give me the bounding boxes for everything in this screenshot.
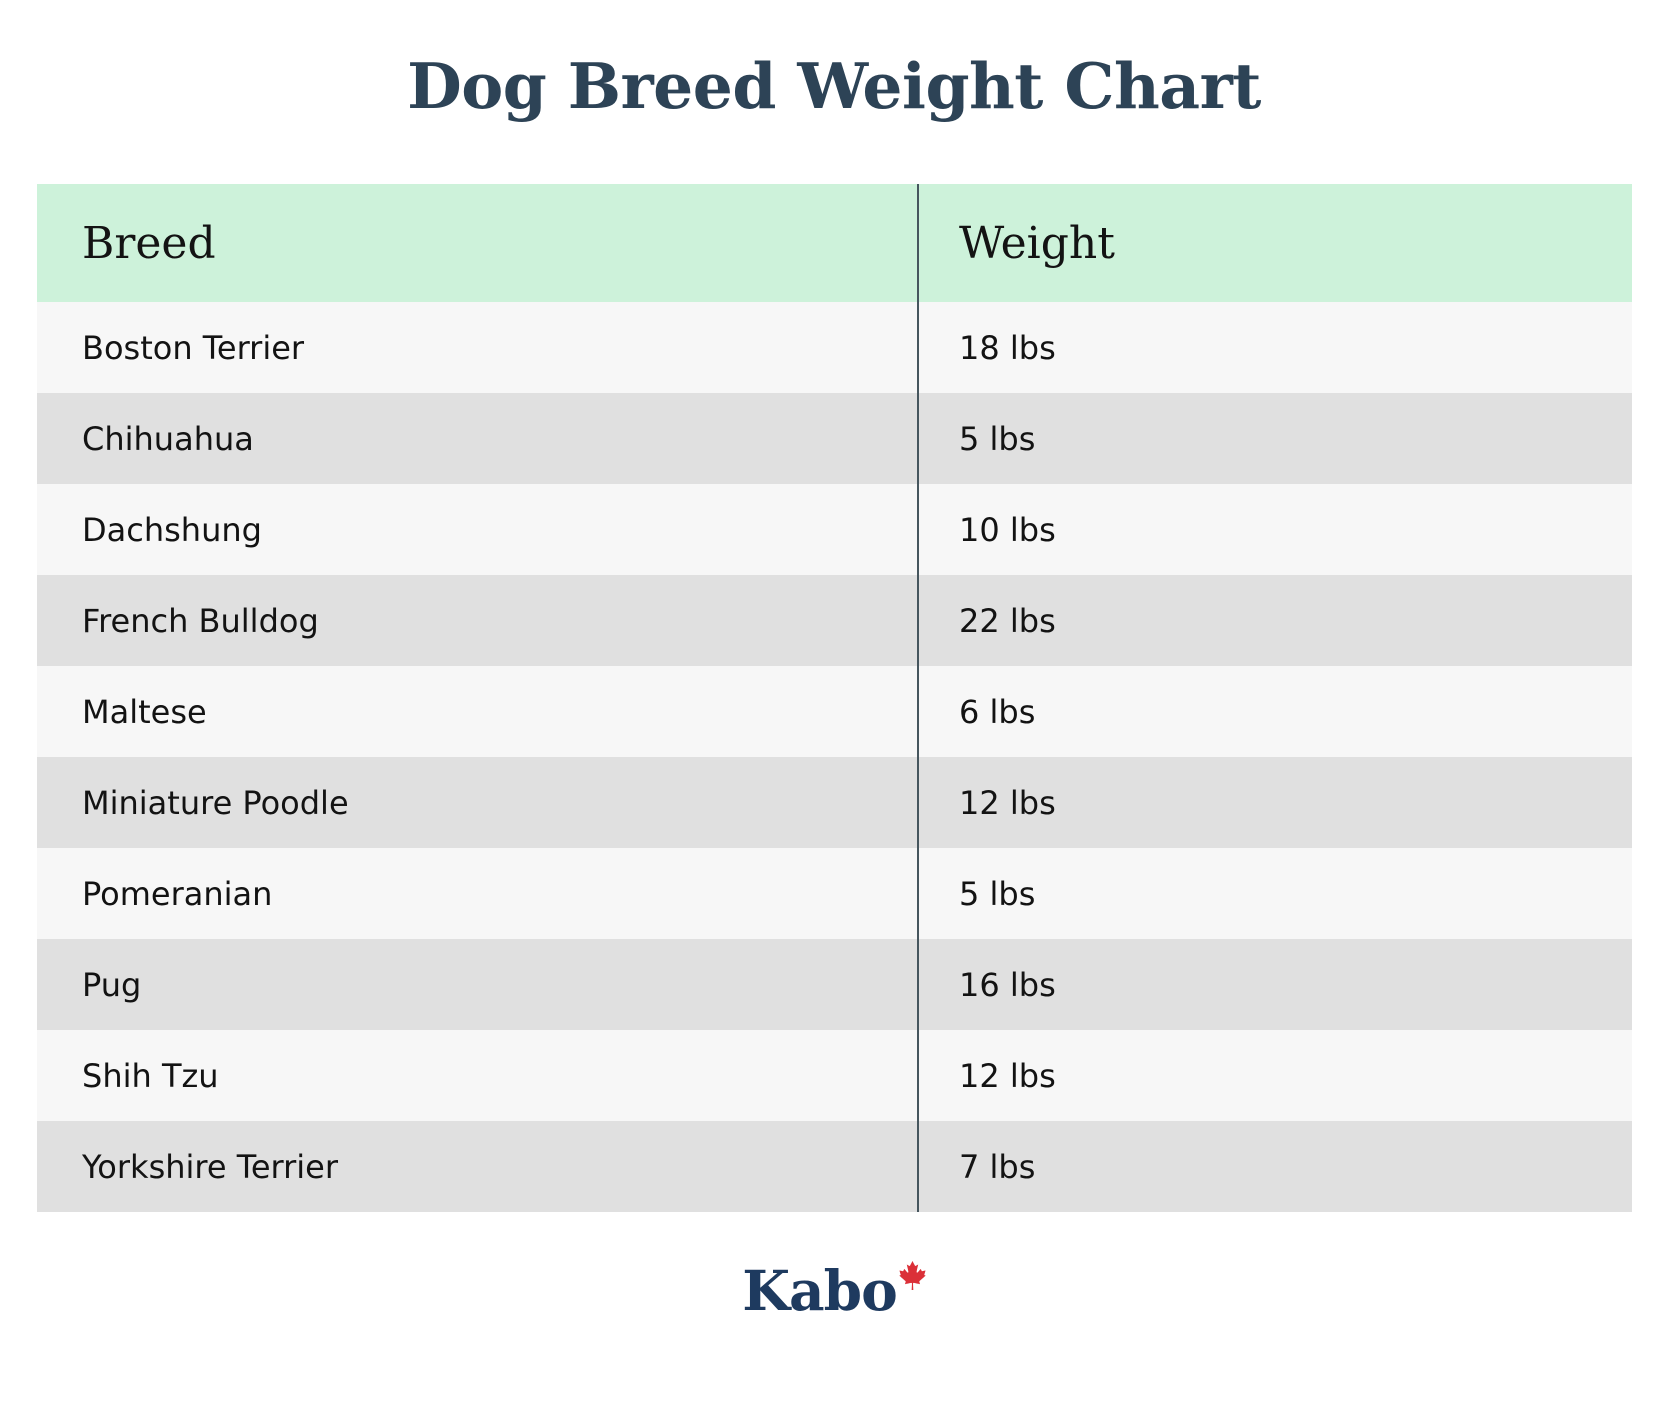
- weight-cell: 12 lbs: [917, 757, 1632, 849]
- page-title: Dog Breed Weight Chart: [407, 49, 1261, 123]
- breed-cell: Yorkshire Terrier: [82, 1147, 338, 1186]
- table-row: Chihuahua 5 lbs: [37, 393, 1632, 485]
- breed-cell: Shih Tzu: [82, 1056, 219, 1095]
- table-row: Dachshung 10 lbs: [37, 484, 1632, 576]
- table-row: Maltese 6 lbs: [37, 666, 1632, 758]
- weight-table: Breed Weight Boston Terrier 18 lbs Chihu…: [37, 184, 1632, 1213]
- breed-cell: Pomeranian: [82, 874, 273, 913]
- weight-cell: 6 lbs: [917, 666, 1632, 758]
- breed-cell: Dachshung: [82, 510, 262, 549]
- table-row: Yorkshire Terrier 7 lbs: [37, 1121, 1632, 1213]
- weight-cell: 5 lbs: [917, 848, 1632, 940]
- brand-name: Kabo: [742, 1258, 898, 1324]
- weight-cell: 5 lbs: [917, 393, 1632, 485]
- weight-cell: 7 lbs: [917, 1121, 1632, 1213]
- breed-cell: Boston Terrier: [82, 328, 305, 367]
- table-row: French Bulldog 22 lbs: [37, 575, 1632, 667]
- breed-cell: Maltese: [82, 692, 207, 731]
- weight-cell: 18 lbs: [917, 302, 1632, 394]
- maple-leaf-icon: [898, 1261, 927, 1291]
- breed-cell: Pug: [82, 965, 142, 1004]
- breed-cell: Miniature Poodle: [82, 783, 349, 822]
- table-row: Boston Terrier 18 lbs: [37, 302, 1632, 394]
- weight-cell: 22 lbs: [917, 575, 1632, 667]
- table-row: Pomeranian 5 lbs: [37, 848, 1632, 940]
- table-body: Boston Terrier 18 lbs Chihuahua 5 lbs Da…: [37, 302, 1632, 1213]
- weight-cell: 16 lbs: [917, 939, 1632, 1031]
- weight-cell: 12 lbs: [917, 1030, 1632, 1122]
- column-header-breed: Breed: [82, 217, 216, 269]
- column-header-weight: Weight: [917, 184, 1632, 303]
- breed-cell: Chihuahua: [82, 419, 254, 458]
- brand-logo: Kabo: [0, 1258, 1668, 1323]
- weight-cell: 10 lbs: [917, 484, 1632, 576]
- table-row: Shih Tzu 12 lbs: [37, 1030, 1632, 1122]
- table-row: Pug 16 lbs: [37, 939, 1632, 1031]
- breed-cell: French Bulldog: [82, 601, 319, 640]
- table-header-row: Breed Weight: [37, 184, 1632, 303]
- table-row: Miniature Poodle 12 lbs: [37, 757, 1632, 849]
